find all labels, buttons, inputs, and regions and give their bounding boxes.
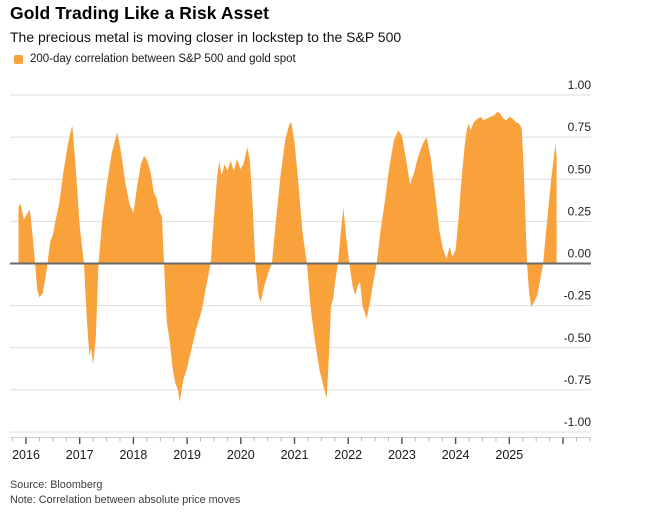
correlation-area bbox=[18, 111, 557, 402]
y-tick-label: 1.00 bbox=[568, 78, 592, 92]
page-title: Gold Trading Like a Risk Asset bbox=[10, 3, 270, 23]
note-line: Note: Correlation between absolute price… bbox=[10, 494, 241, 506]
source-line: Source: Bloomberg bbox=[10, 479, 103, 491]
x-tick-label: 2018 bbox=[119, 448, 147, 462]
y-tick-label: 0.50 bbox=[568, 162, 592, 176]
chart-subtitle: The precious metal is moving closer in l… bbox=[10, 29, 402, 45]
x-tick-label: 2021 bbox=[281, 448, 309, 462]
legend-label: 200-day correlation between S&P 500 and … bbox=[30, 53, 296, 65]
legend: 200-day correlation between S&P 500 and … bbox=[14, 53, 296, 65]
legend-swatch-icon bbox=[14, 54, 23, 64]
x-tick-label: 2016 bbox=[12, 448, 40, 462]
x-tick-label: 2020 bbox=[227, 448, 255, 462]
y-tick-label: 0.00 bbox=[568, 247, 592, 261]
x-tick-label: 2019 bbox=[173, 448, 201, 462]
y-tick-label: -0.25 bbox=[564, 289, 592, 303]
y-tick-label: 0.25 bbox=[568, 204, 592, 218]
x-tick-label: 2024 bbox=[442, 448, 470, 462]
y-tick-label: -0.75 bbox=[564, 373, 592, 387]
x-tick-label: 2025 bbox=[495, 448, 523, 462]
x-tick-label: 2022 bbox=[334, 448, 362, 462]
y-tick-label: -1.00 bbox=[564, 415, 592, 429]
x-tick-label: 2017 bbox=[66, 448, 94, 462]
y-tick-label: 0.75 bbox=[568, 120, 592, 134]
x-tick-label: 2023 bbox=[388, 448, 416, 462]
y-tick-label: -0.50 bbox=[564, 331, 592, 345]
